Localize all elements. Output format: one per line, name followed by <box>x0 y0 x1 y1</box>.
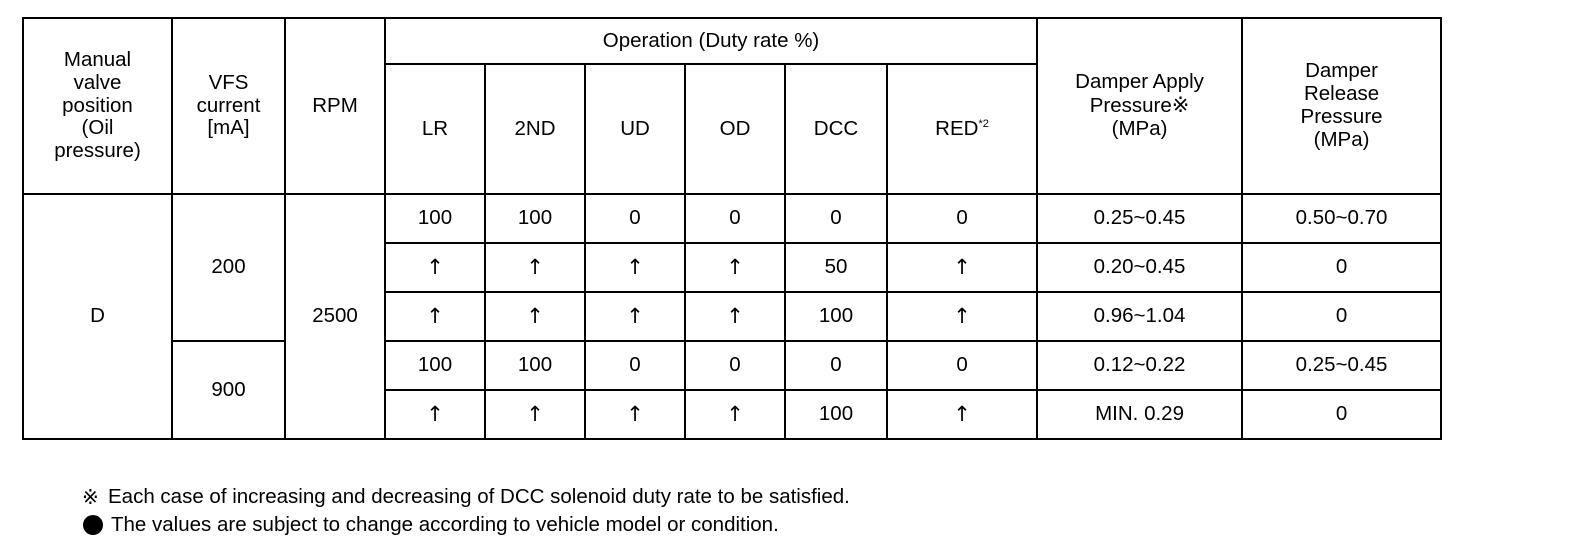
header-text: Damper <box>1305 59 1378 83</box>
footnote-text: Each case of increasing and decreasing o… <box>108 485 850 508</box>
cell-dcc: 100 <box>784 291 888 342</box>
cell-2nd: ↑ <box>484 389 586 440</box>
pressure-spec-table: Manual valve position (Oil pressure) VFS… <box>22 17 1443 440</box>
cell-lr: 100 <box>384 193 486 244</box>
table-row: 900 100 100 0 0 0 0 0.12~0.22 0.25~0.45 <box>23 340 1443 440</box>
cell-red: ↑ <box>885 389 1039 440</box>
footnotes: ※ Each case of increasing and decreasing… <box>82 483 850 539</box>
cell-damper-apply: 0.12~0.22 <box>1036 340 1244 391</box>
header-od: OD <box>684 63 786 195</box>
cell-red: ↑ <box>885 291 1039 342</box>
cell-od: 0 <box>684 340 786 391</box>
header-ud: UD <box>584 63 686 195</box>
cell-damper-apply: MIN. 0.29 <box>1036 389 1244 440</box>
header-text: position <box>62 93 133 117</box>
cell-rpm: 2500 <box>284 193 386 440</box>
cell-damper-release: 0 <box>1241 242 1443 293</box>
cell-od: ↑ <box>684 242 786 293</box>
cell-damper-release: 0.25~0.45 <box>1241 340 1443 391</box>
header-row-1: Manual valve position (Oil pressure) VFS… <box>22 17 1443 195</box>
cell-2nd: 100 <box>484 340 586 391</box>
cell-dcc: 50 <box>784 242 888 293</box>
header-operation-duty-rate: Operation (Duty rate %) <box>383 17 1039 65</box>
cell-od: 0 <box>684 193 786 244</box>
cell-damper-apply: 0.20~0.45 <box>1036 242 1244 293</box>
reference-mark: ※ <box>1171 93 1190 118</box>
header-text: Pressure <box>1089 94 1172 118</box>
header-rpm: RPM <box>284 17 386 195</box>
cell-manual-valve-position: D <box>22 193 173 440</box>
cell-damper-release: 0 <box>1241 291 1443 342</box>
cell-ud: 0 <box>584 340 686 391</box>
cell-ud: ↑ <box>584 242 686 293</box>
header-text: (Oil <box>81 116 114 140</box>
cell-lr: 100 <box>384 340 486 391</box>
table-row: ↑ ↑ ↑ ↑ 100 ↑ MIN. 0.29 0 <box>23 389 1443 440</box>
cell-lr: ↑ <box>384 242 486 293</box>
footnote-reference: *2 <box>978 117 989 130</box>
reference-mark: ※ <box>82 485 99 509</box>
header-text: RED <box>935 116 979 140</box>
cell-2nd: ↑ <box>484 242 586 293</box>
cell-ud: ↑ <box>584 291 686 342</box>
header-damper-apply-pressure: Damper Apply Pressure※ (MPa) <box>1036 17 1244 195</box>
table-row: ↑ ↑ ↑ ↑ 100 ↑ 0.96~1.04 0 <box>23 291 1443 342</box>
cell-dcc: 0 <box>784 340 888 391</box>
cell-ud: ↑ <box>584 389 686 440</box>
cell-2nd: ↑ <box>484 291 586 342</box>
header-text: VFS <box>208 70 249 94</box>
header-lr: LR <box>384 63 486 195</box>
cell-damper-release: 0 <box>1241 389 1443 440</box>
header-damper-release-pressure: Damper Release Pressure (MPa) <box>1241 17 1443 195</box>
cell-lr: ↑ <box>384 291 486 342</box>
footnote-line: The values are subject to change accordi… <box>82 511 850 539</box>
cell-dcc: 0 <box>784 193 888 244</box>
table-row: ↑ ↑ ↑ ↑ 50 ↑ 0.20~0.45 0 <box>23 242 1443 293</box>
cell-damper-apply: 0.25~0.45 <box>1036 193 1244 244</box>
cell-vfs-current: 900 <box>171 340 286 440</box>
header-text: Damper Apply <box>1075 70 1204 94</box>
footnote-text: The values are subject to change accordi… <box>111 513 779 536</box>
header-text: (MPa) <box>1313 127 1370 151</box>
table-row: D 200 2500 100 100 0 0 0 0 0.25~0.45 0.5… <box>22 193 1443 440</box>
cell-vfs-current: 200 <box>171 193 286 342</box>
header-text: [mA] <box>207 116 250 140</box>
footnote-line: ※ Each case of increasing and decreasing… <box>82 483 850 511</box>
filled-circle-bullet-icon <box>83 515 103 535</box>
header-text: Release <box>1303 82 1380 106</box>
cell-red: 0 <box>885 193 1039 244</box>
header-dcc: DCC <box>784 63 888 195</box>
cell-damper-apply: 0.96~1.04 <box>1036 291 1244 342</box>
header-text: valve <box>73 70 122 94</box>
cell-od: ↑ <box>684 291 786 342</box>
cell-damper-release: 0.50~0.70 <box>1241 193 1443 244</box>
header-manual-valve-position: Manual valve position (Oil pressure) <box>22 17 173 195</box>
cell-red: 0 <box>885 340 1039 391</box>
cell-od: ↑ <box>684 389 786 440</box>
cell-lr: ↑ <box>384 389 486 440</box>
header-row-2: LR 2ND UD OD DCC RED*2 <box>23 63 1441 195</box>
header-text: (MPa) <box>1111 116 1168 140</box>
cell-2nd: 100 <box>484 193 586 244</box>
header-red: RED*2 <box>885 63 1039 195</box>
header-text: Manual <box>63 47 132 71</box>
header-vfs-current: VFS current [mA] <box>171 17 286 195</box>
header-2nd: 2ND <box>484 63 586 195</box>
cell-dcc: 100 <box>784 389 888 440</box>
cell-ud: 0 <box>584 193 686 244</box>
header-text: pressure) <box>54 139 141 163</box>
cell-red: ↑ <box>885 242 1039 293</box>
header-text: Pressure <box>1300 105 1383 128</box>
header-text: current <box>196 93 261 117</box>
